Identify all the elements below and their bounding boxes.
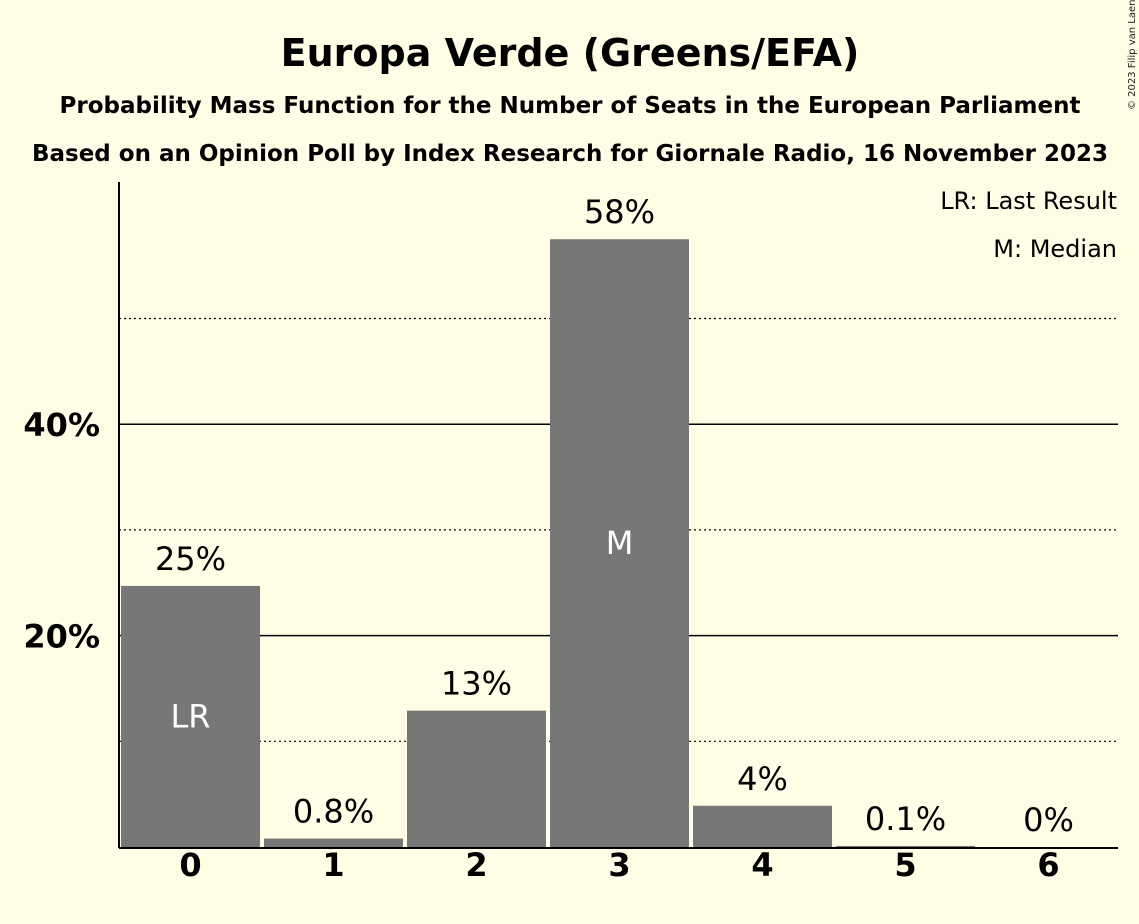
data-label: 0.1% — [865, 800, 946, 838]
chart-title: Europa Verde (Greens/EFA) — [281, 31, 860, 75]
chart-subtitle-1: Probability Mass Function for the Number… — [60, 93, 1081, 119]
bar — [693, 805, 832, 847]
axis-ticks: 0 1 2 3 4 5 6 20% 40% — [23, 406, 1059, 884]
bars — [121, 239, 975, 848]
data-label: 25% — [155, 540, 226, 578]
bar — [264, 838, 403, 847]
x-tick-label: 6 — [1037, 846, 1059, 884]
data-label: 0.8% — [293, 793, 374, 831]
bar — [121, 585, 260, 847]
x-tick-label: 1 — [322, 846, 344, 884]
data-label: 58% — [584, 193, 655, 231]
bar-marker: M — [606, 524, 634, 562]
x-tick-label: 3 — [608, 846, 630, 884]
x-tick-label: 4 — [751, 846, 773, 884]
legend-last-result: LR: Last Result — [940, 187, 1117, 215]
copyright-note: © 2023 Filip van Laenen — [1127, 0, 1138, 110]
data-labels: 25% LR 0.8% 13% 58% M 4% 0.1% 0% — [150, 188, 1079, 844]
x-tick-label: 0 — [179, 846, 201, 884]
bar — [407, 710, 546, 847]
chart-subtitle-2: Based on an Opinion Poll by Index Resear… — [32, 141, 1108, 167]
bar — [550, 239, 689, 848]
axes — [118, 182, 1118, 849]
bar-marker: LR — [170, 697, 210, 735]
data-label: 4% — [737, 760, 788, 798]
data-label: 0% — [1023, 801, 1074, 839]
data-label: 13% — [441, 665, 512, 703]
y-tick-label: 20% — [23, 618, 100, 656]
x-tick-label: 5 — [894, 846, 916, 884]
y-tick-label: 40% — [23, 406, 100, 444]
x-tick-label: 2 — [465, 846, 487, 884]
bar — [836, 845, 975, 847]
legend-median: M: Median — [993, 235, 1117, 263]
